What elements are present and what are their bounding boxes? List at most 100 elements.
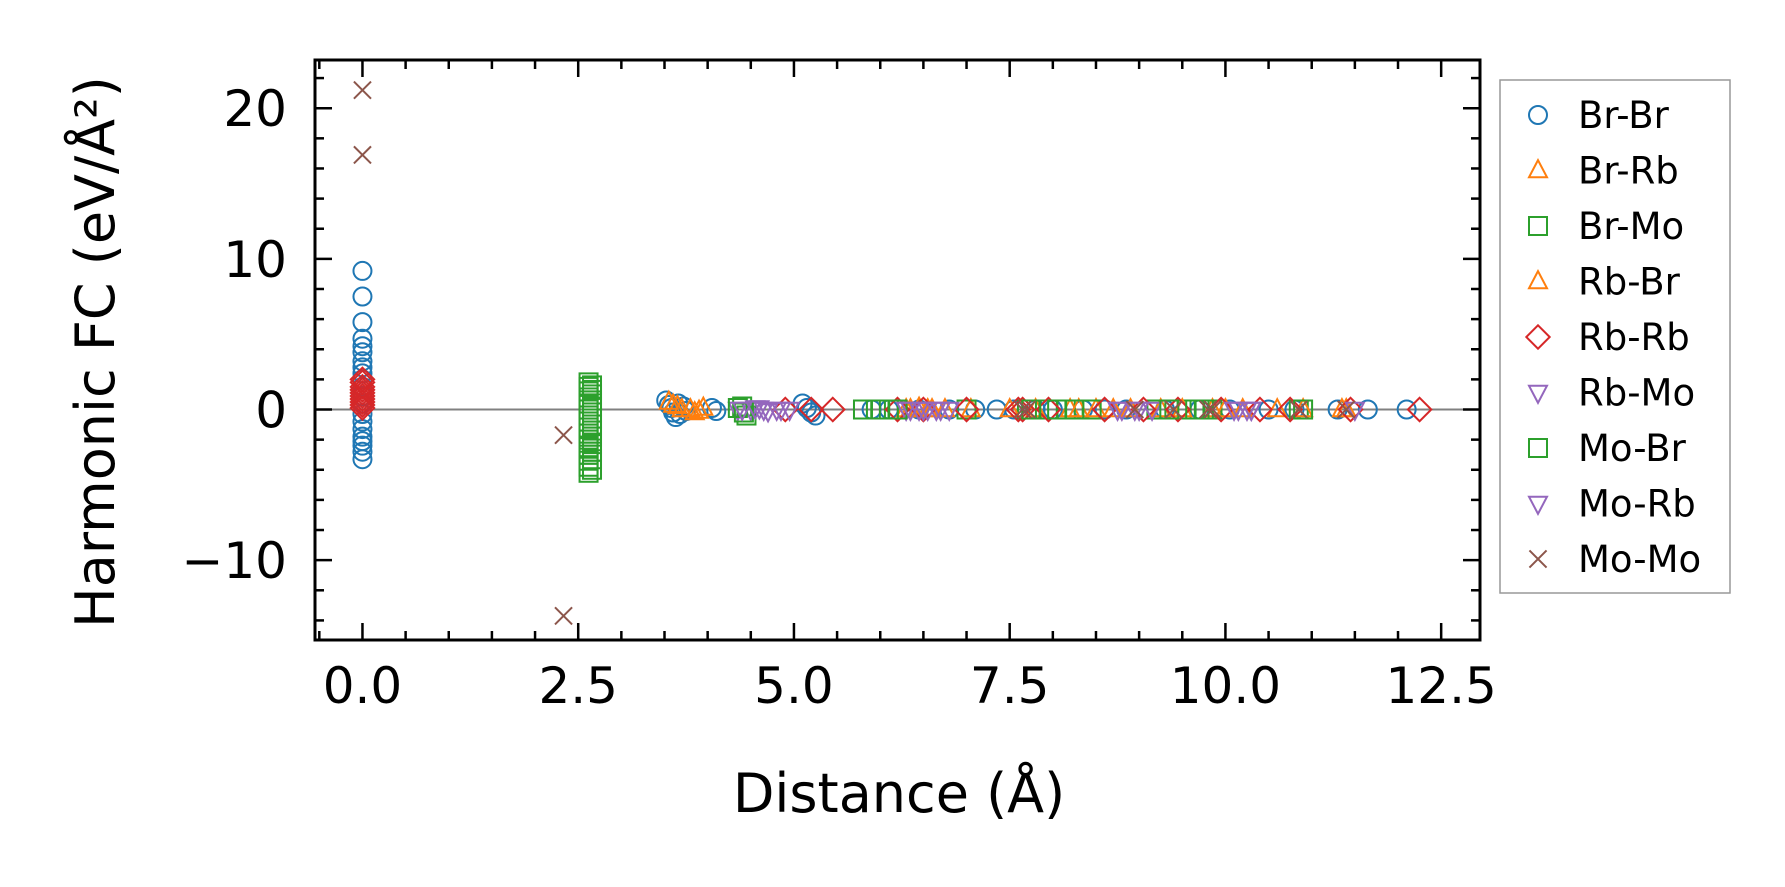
legend-marker <box>1528 438 1548 458</box>
data-point <box>1203 400 1222 419</box>
tick-labels: 0.0 2.5 5.0 7.5 10.0 12.5 −10 0 10 20 <box>181 80 1496 715</box>
x-tick-label: 10.0 <box>1170 657 1281 715</box>
data-point <box>349 385 376 413</box>
legend-label: Rb-Mo <box>1578 372 1695 415</box>
data-point <box>1130 396 1157 423</box>
data-point <box>554 606 573 626</box>
legend-marker <box>1528 105 1548 125</box>
legend-label: Br-Br <box>1578 94 1670 137</box>
data-point <box>1406 396 1433 423</box>
data-point <box>554 425 573 445</box>
series-rb-rb <box>349 366 1433 423</box>
data-point <box>1292 397 1314 418</box>
data-point <box>899 401 922 423</box>
data-point <box>1198 400 1218 419</box>
legend-marker <box>1528 216 1548 236</box>
legend-label: Rb-Br <box>1578 261 1681 304</box>
data-point <box>1240 401 1262 423</box>
data-point <box>731 401 753 423</box>
data-point <box>1124 401 1146 423</box>
x-tick-label: 0.0 <box>323 657 403 715</box>
legend-marker <box>1527 495 1549 516</box>
legend-marker <box>1527 384 1549 405</box>
legend-marker <box>1527 158 1549 179</box>
data-point <box>956 399 977 420</box>
data-point <box>1102 397 1124 418</box>
data-point <box>1293 399 1314 420</box>
legend-label: Rb-Rb <box>1578 316 1690 359</box>
series-mo-mo <box>353 80 1356 626</box>
legend-label: Br-Mo <box>1578 205 1684 248</box>
y-tick-label: 20 <box>223 80 287 138</box>
data-point <box>349 382 376 410</box>
data-point <box>671 397 693 418</box>
data-point <box>1336 400 1356 419</box>
legend-label: Mo-Br <box>1578 427 1687 470</box>
data-point <box>999 397 1021 418</box>
data-point <box>1266 397 1288 418</box>
data-point <box>688 398 710 419</box>
data-point <box>352 328 373 349</box>
x-tick-label: 7.5 <box>970 657 1050 715</box>
data-point <box>925 401 947 423</box>
legend-marker <box>1528 549 1548 569</box>
data-point <box>1141 401 1163 423</box>
data-point <box>1232 397 1254 418</box>
data-point <box>1164 400 1183 419</box>
data-point <box>349 391 376 419</box>
data-point <box>662 392 684 413</box>
x-tick-label: 12.5 <box>1386 657 1497 715</box>
data-point <box>1357 399 1378 420</box>
x-tick-label: 2.5 <box>538 657 618 715</box>
series-mo-br <box>582 375 1314 480</box>
data-point <box>352 260 373 281</box>
data-point <box>727 398 748 418</box>
legend: Br-Br Br-Rb Br-Mo Rb-Br Rb-Rb Rb-Mo Mo-Br Mo-Rb… <box>1499 79 1731 594</box>
data-point <box>582 449 603 470</box>
x-axis-title: Distance (Å) <box>733 761 1065 825</box>
y-tick-label: 10 <box>223 231 287 289</box>
data-point <box>692 395 714 416</box>
data-point <box>352 336 373 357</box>
data-point <box>706 401 727 422</box>
y-axis-title: Harmonic FC (eV/Å²) <box>63 76 127 628</box>
y-tick-label: 0 <box>255 382 287 440</box>
data-markers <box>315 80 1480 626</box>
axis-ticks <box>313 58 1482 642</box>
data-point <box>1344 401 1366 423</box>
legend-label: Mo-Mo <box>1578 538 1701 581</box>
data-point <box>352 426 373 447</box>
data-point <box>1013 400 1032 419</box>
data-point <box>1289 400 1309 419</box>
data-point <box>352 449 373 470</box>
legend-label: Mo-Rb <box>1578 483 1696 526</box>
data-point <box>349 394 376 422</box>
x-tick-label: 5.0 <box>754 657 834 715</box>
data-point <box>1223 401 1245 423</box>
data-point <box>953 396 980 423</box>
series-mo-rb <box>731 400 1366 423</box>
data-point <box>352 435 373 456</box>
data-point <box>666 393 689 415</box>
data-point <box>1091 396 1118 423</box>
data-point <box>887 399 908 420</box>
data-point <box>582 459 603 480</box>
data-point <box>744 400 766 421</box>
data-point <box>938 401 960 423</box>
data-point <box>352 342 373 363</box>
data-point <box>1277 396 1304 423</box>
y-tick-label: −10 <box>181 532 287 590</box>
data-point <box>1094 399 1115 420</box>
legend-marker <box>1524 323 1552 351</box>
data-point <box>349 373 376 401</box>
data-point <box>798 396 825 423</box>
data-point <box>753 401 775 423</box>
data-point <box>352 312 373 333</box>
legend-marker <box>1527 269 1549 290</box>
data-point <box>912 401 935 423</box>
legend-label: Br-Rb <box>1578 150 1679 193</box>
data-point <box>578 462 599 483</box>
data-point <box>1246 396 1274 423</box>
